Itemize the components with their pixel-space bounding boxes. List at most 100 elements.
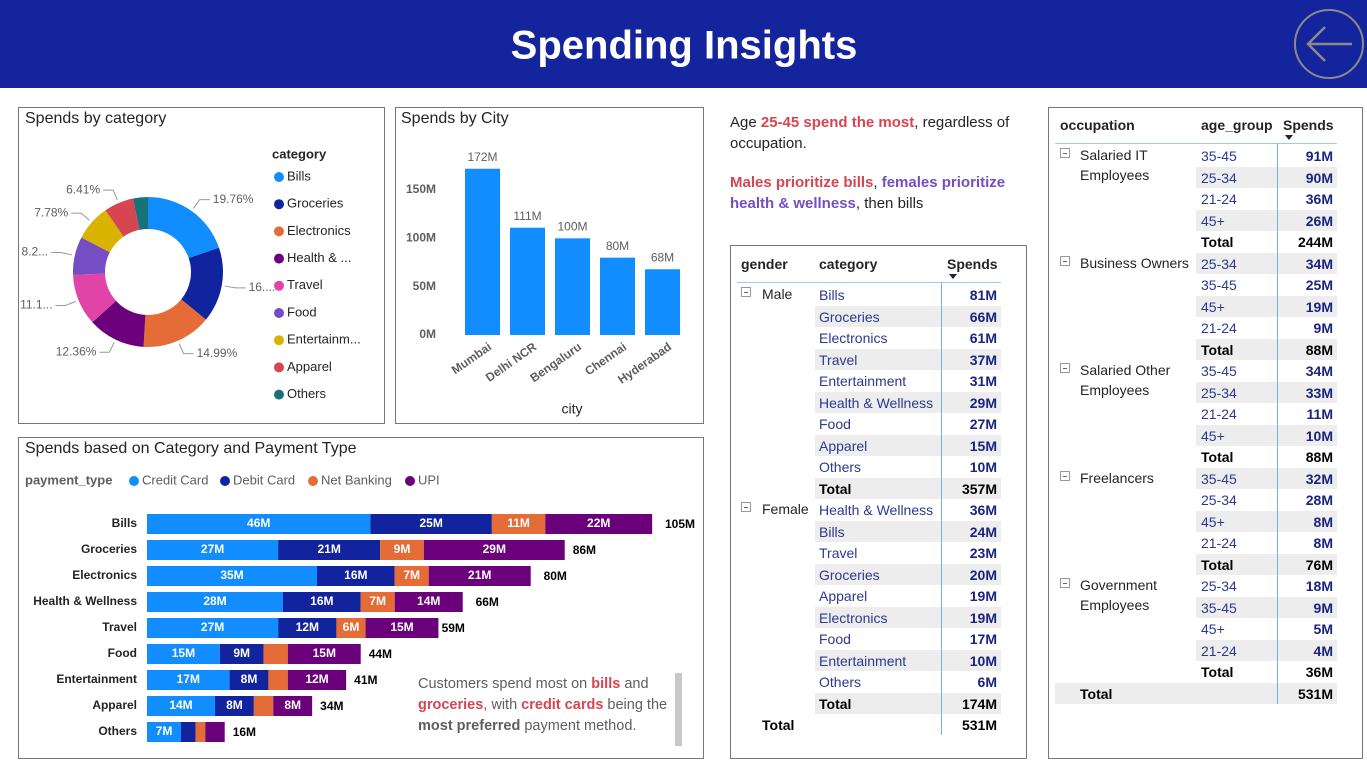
leader-line	[51, 252, 72, 256]
data-label: 9M	[394, 542, 411, 556]
collapse-icon	[1060, 363, 1070, 373]
table-value: 4M	[1313, 642, 1333, 659]
data-label: 100M	[557, 220, 587, 234]
data-label: 16....	[249, 280, 276, 294]
bar-segment	[147, 514, 371, 534]
sort-arrow	[949, 274, 957, 279]
total-label: 34M	[320, 699, 343, 713]
donut-slice	[105, 198, 140, 237]
data-label: 15M	[172, 646, 195, 660]
table-value: 76M	[1305, 556, 1333, 573]
back-button[interactable]	[1294, 9, 1364, 79]
column-divider	[1277, 143, 1278, 704]
collapse-icon	[741, 287, 751, 297]
bar-segment	[423, 540, 565, 560]
bar-segment	[147, 566, 317, 586]
legend-label: Travel	[287, 277, 323, 292]
table-cell: 21-24	[1201, 642, 1237, 659]
leader-line	[55, 300, 76, 306]
table-value: 27M	[969, 416, 997, 432]
table-cell: Total	[1201, 449, 1234, 465]
collapse-dash	[1063, 368, 1067, 369]
legend-label: Food	[287, 304, 317, 319]
bar-segment	[336, 618, 366, 638]
bar-segment	[491, 514, 546, 534]
table-value: 24M	[969, 523, 997, 540]
panel	[395, 107, 704, 424]
y-tick-label: Electronics	[72, 568, 137, 582]
total-label: 86M	[573, 543, 596, 557]
donut-slice	[92, 300, 146, 347]
collapse-icon	[1060, 255, 1070, 266]
table-header: gender	[741, 256, 788, 272]
table-cell: 21-24	[1201, 320, 1237, 336]
table-value: 15M	[969, 437, 997, 454]
donut-slice	[181, 247, 223, 320]
row-shade	[1196, 167, 1337, 188]
text-run: , with	[483, 697, 522, 713]
chart-title: Spends based on Category and Payment Typ…	[25, 440, 357, 457]
collapse-dash	[1063, 260, 1067, 262]
table-value: 10M	[1305, 427, 1333, 444]
insight: Males prioritize bills, females prioriti…	[730, 172, 1030, 214]
table-header: Spends	[1283, 117, 1334, 133]
legend-label: Credit Card	[142, 472, 208, 487]
row-shade	[1196, 210, 1337, 231]
bar-segment	[278, 540, 381, 560]
table-value: 36M	[969, 502, 997, 518]
legend-marker	[274, 172, 284, 182]
table-value: 531M	[1297, 685, 1333, 702]
text-run: Customers spend most on	[418, 676, 592, 692]
legend-label: Others	[287, 386, 327, 401]
legend-marker	[274, 199, 284, 210]
row-shade	[815, 478, 1001, 499]
table-cell: 45+	[1201, 513, 1225, 530]
table-cell: Total	[1201, 234, 1234, 250]
legend-label: UPI	[418, 472, 440, 487]
text-run: credit cards	[521, 697, 604, 713]
text-run: being the	[603, 697, 668, 713]
legend-marker	[274, 335, 284, 346]
data-label: 68M	[651, 250, 674, 264]
data-label: 8M	[284, 698, 301, 712]
bar-segment	[394, 566, 429, 586]
data-label: 7M	[369, 594, 386, 608]
text-run: bills	[591, 676, 621, 692]
legend-label: Electronics	[287, 223, 351, 238]
table-value: 88M	[1305, 341, 1333, 358]
table-cell: Others	[819, 674, 862, 690]
row-shade	[1196, 597, 1337, 618]
data-label: 6.41%	[66, 182, 100, 196]
group-name: Salaried Other Employees	[1080, 362, 1171, 398]
header-line	[737, 282, 1001, 283]
table-value: 34M	[1305, 363, 1333, 379]
leader-line	[224, 285, 246, 289]
group-name: Freelancers	[1080, 469, 1154, 486]
table-value: 8M	[1313, 513, 1333, 530]
table-value: 9M	[1313, 320, 1333, 336]
chart-title: Spends by category	[25, 110, 166, 127]
table-header: age_group	[1201, 117, 1273, 133]
group-name: Government Employees	[1080, 577, 1158, 613]
legend-label: Debit Card	[233, 472, 295, 487]
table-value: 25M	[1305, 277, 1333, 293]
row-shade	[815, 349, 1001, 370]
data-label: 16M	[310, 594, 333, 608]
collapse-dash	[744, 292, 748, 293]
bar-segment	[147, 644, 220, 664]
table-value: 90M	[1305, 169, 1333, 186]
data-label: 7M	[156, 724, 173, 738]
bar-segment	[545, 514, 653, 534]
y-tick-label: Bills	[112, 516, 138, 530]
text-run: groceries	[418, 697, 484, 713]
table-value: 11M	[1306, 406, 1333, 422]
sort-arrow	[1285, 135, 1293, 140]
bar-segment	[287, 644, 361, 664]
leader-line	[178, 343, 194, 355]
data-label: 19.76%	[213, 192, 254, 206]
data-label: 27M	[201, 620, 224, 634]
y-tick-label: Apparel	[92, 698, 137, 712]
table-value: 5M	[1313, 621, 1333, 637]
table-value: 19M	[969, 609, 997, 626]
table-cell: 21-24	[1201, 406, 1237, 422]
